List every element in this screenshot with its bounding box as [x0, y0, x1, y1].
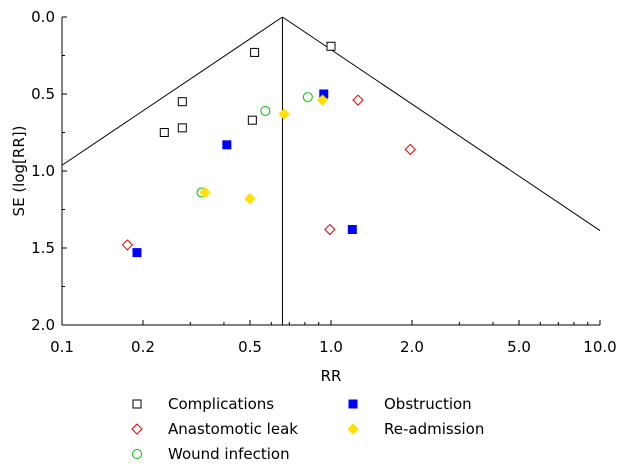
funnel-layer [61, 16, 601, 325]
legend-label-complications: Complications [168, 395, 274, 413]
x-tick-label: 1.0 [319, 338, 343, 356]
legend-marker-re-admission [347, 423, 359, 435]
x-tick-label: 10.0 [583, 338, 616, 356]
y-axis-label: SE (log[RR]) [10, 126, 28, 217]
funnel-right-limit [282, 16, 601, 231]
anastomotic-leak-point [324, 223, 336, 236]
complications-point [250, 47, 260, 57]
re-admission-point [278, 108, 290, 120]
x-tick-label: 0.5 [238, 338, 262, 356]
funnel-left-limit [61, 16, 283, 166]
re-admission-point [199, 186, 211, 199]
plot-area: 0.1 0.2 0.5 1.0 2.0 5.0 10.0 0.0 0.5 1.0 1.5 2.0 [31, 8, 617, 356]
y-tick-label: 1.5 [31, 239, 55, 257]
x-tick-label: 2.0 [400, 338, 424, 356]
re-admission-point [316, 94, 329, 106]
y-tick-label: 1.0 [31, 162, 55, 180]
complications-point [177, 97, 187, 107]
y-axis-ticks: 0.0 0.5 1.0 1.5 2.0 [31, 8, 67, 334]
complications-point [247, 115, 257, 125]
anastomotic-leak-point [352, 94, 364, 106]
legend-marker-anastomotic-leak [131, 423, 143, 435]
obstruction-point [222, 140, 232, 150]
legend-label-obstruction: Obstruction [384, 395, 472, 413]
complications-point [159, 128, 169, 137]
data-points [121, 41, 416, 258]
complications-point [326, 41, 336, 51]
re-admission-point [244, 193, 256, 205]
legend: Complications Anastomotic leak Wound infec… [131, 395, 484, 463]
legend-marker-obstruction [348, 399, 358, 409]
legend-label-wound-infection: Wound infection [168, 445, 290, 463]
obstruction-point [347, 225, 357, 235]
x-axis-label: RR [321, 367, 342, 385]
x-axis-ticks: 0.1 0.2 0.5 1.0 2.0 5.0 10.0 [50, 320, 617, 356]
y-tick-label: 0.5 [31, 85, 55, 103]
legend-label-re-admission: Re-admission [384, 420, 484, 438]
anastomotic-leak-point [404, 143, 416, 156]
y-tick-label: 2.0 [31, 316, 55, 334]
legend-label-anastomotic-leak: Anastomotic leak [168, 420, 298, 438]
legend-marker-complications [132, 399, 142, 409]
complications-point [177, 123, 187, 133]
obstruction-point [132, 248, 142, 258]
x-tick-label: 5.0 [507, 338, 531, 356]
anastomotic-leak-point [121, 239, 134, 251]
legend-marker-wound-infection [132, 449, 142, 459]
y-tick-label: 0.0 [31, 8, 55, 26]
x-tick-label: 0.2 [131, 338, 155, 356]
wound-infection-point [302, 92, 313, 103]
x-tick-label: 0.1 [50, 338, 74, 356]
wound-infection-point [260, 105, 271, 116]
